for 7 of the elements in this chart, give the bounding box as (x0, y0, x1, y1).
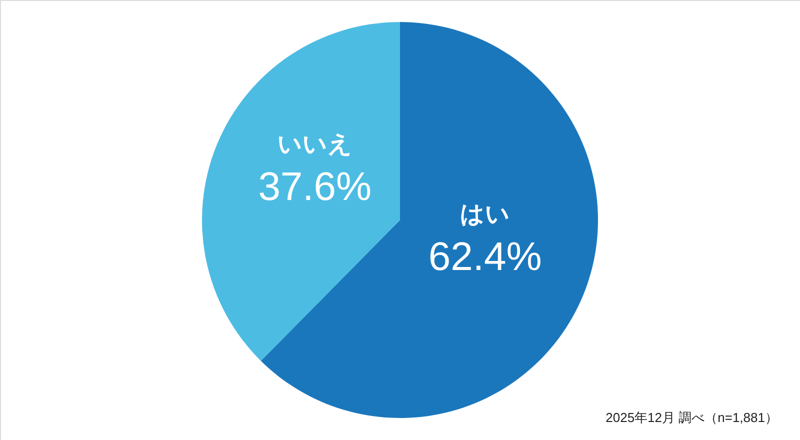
data-label: 37.6% (258, 165, 372, 210)
slice-label: いいえ (277, 131, 352, 158)
pie-slice (260, 22, 598, 418)
pie-slice (202, 22, 400, 361)
data-label: 62.4% (428, 234, 542, 279)
text: 2025年12月 調べ（n=1,881） (606, 410, 778, 425)
slice-label: はい (460, 200, 510, 228)
